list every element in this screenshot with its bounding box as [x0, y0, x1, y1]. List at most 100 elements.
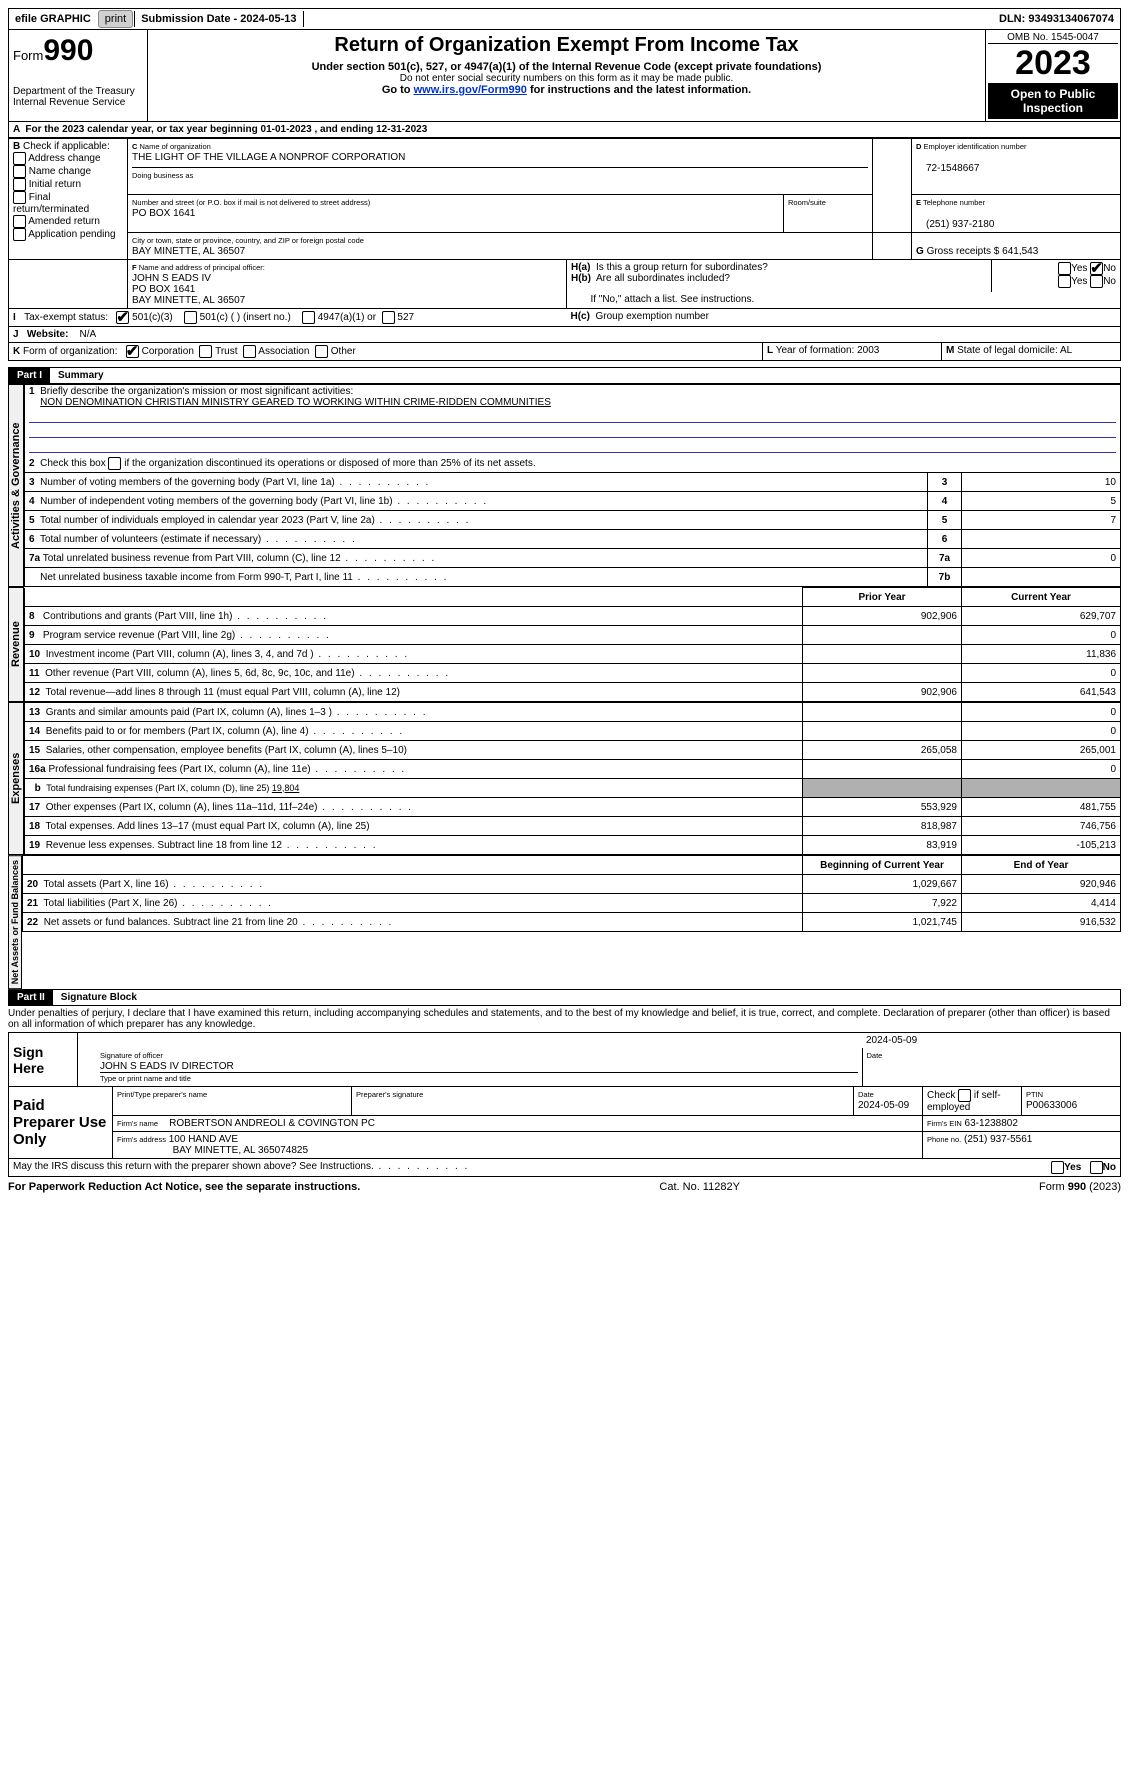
klm-row: K Form of organization: Corporation Trus… [8, 343, 1121, 361]
goto-pre: Go to [382, 84, 414, 96]
telephone: (251) 937-2180 [916, 219, 994, 230]
g-label: Gross receipts $ [927, 246, 1000, 257]
section-revenue: Revenue [8, 587, 24, 702]
top-bar: efile GRAPHIC print Submission Date - 20… [8, 8, 1121, 30]
ha-label: Is this a group return for subordinates? [596, 262, 768, 273]
officer-signature: JOHN S EADS IV DIRECTOR [100, 1061, 234, 1072]
chk-discuss-no[interactable] [1090, 1161, 1103, 1174]
chk-initial-return[interactable] [13, 178, 26, 191]
c-name-label: Name of organization [140, 142, 211, 151]
firm-name-label: Firm's name [117, 1119, 158, 1128]
submission-date: Submission Date - 2024-05-13 [141, 13, 296, 25]
efile-label: efile GRAPHIC [15, 13, 91, 25]
fh-block: F Name and address of principal officer:… [8, 260, 1121, 327]
open-inspection: Open to Public Inspection [988, 83, 1118, 119]
city-label: City or town, state or province, country… [132, 236, 364, 245]
sign-date-label: Date [867, 1051, 883, 1060]
addr-label: Number and street (or P.O. box if mail i… [132, 198, 370, 207]
print-button[interactable]: print [98, 10, 133, 28]
website: N/A [80, 329, 97, 340]
tax-year: 2023 [988, 44, 1118, 83]
line-a: A For the 2023 calendar year, or tax yea… [8, 122, 1121, 138]
goto-post: for instructions and the latest informat… [527, 84, 751, 96]
i-label: Tax-exempt status: [24, 312, 108, 323]
chk-address-change[interactable] [13, 152, 26, 165]
prep-sig-label: Preparer's signature [356, 1090, 423, 1099]
chk-ha-no[interactable] [1090, 262, 1103, 275]
entity-block: B Check if applicable: Address change Na… [8, 138, 1121, 260]
col-prior: Prior Year [858, 592, 905, 603]
dept-treasury: Department of the Treasury [13, 86, 143, 97]
part-ii-label: Part II [9, 990, 53, 1005]
irs-label: Internal Revenue Service [13, 97, 143, 108]
part-ii-header: Part II Signature Block [8, 989, 1121, 1006]
chk-amended[interactable] [13, 215, 26, 228]
mission-text: NON DENOMINATION CHRISTIAN MINISTRY GEAR… [40, 397, 551, 408]
part-i-label: Part I [9, 368, 50, 383]
firm-name: ROBERTSON ANDREOLI & COVINGTON PC [169, 1118, 375, 1129]
d-label: Employer identification number [924, 142, 1027, 151]
b-label: Check if applicable: [23, 141, 110, 152]
street-address: PO BOX 1641 [132, 208, 195, 219]
paid-preparer-block: Paid Preparer Use Only Print/Type prepar… [8, 1087, 1121, 1159]
form-label: Form [13, 48, 43, 63]
firm-ein: 63-1238802 [965, 1118, 1018, 1129]
chk-name-change[interactable] [13, 165, 26, 178]
shaded-cell [803, 779, 962, 798]
firm-ein-label: Firm's EIN [927, 1119, 962, 1128]
part-i-header: Part I Summary [8, 367, 1121, 384]
chk-527[interactable] [382, 311, 395, 324]
cat-no: Cat. No. 11282Y [659, 1181, 740, 1193]
chk-ha-yes[interactable] [1058, 262, 1071, 275]
chk-4947[interactable] [302, 311, 315, 324]
chk-final-return[interactable] [13, 191, 26, 204]
gross-receipts: 641,543 [1002, 246, 1038, 257]
firm-phone: (251) 937-5561 [964, 1134, 1032, 1145]
dln: DLN: 93493134067074 [999, 13, 1114, 25]
subtitle-1: Under section 501(c), 527, or 4947(a)(1)… [152, 61, 981, 73]
chk-discontinued[interactable] [108, 457, 121, 470]
col-end: End of Year [1014, 860, 1069, 871]
expenses-table: 13 Grants and similar amounts paid (Part… [24, 702, 1121, 855]
l1-label: Briefly describe the organization's miss… [40, 386, 353, 397]
page-footer: For Paperwork Reduction Act Notice, see … [8, 1181, 1121, 1193]
city-state-zip: BAY MINETTE, AL 36507 [132, 246, 245, 257]
governance-table: 1 Briefly describe the organization's mi… [24, 384, 1121, 587]
part-i-title: Summary [50, 368, 112, 383]
ptin-label: PTIN [1026, 1090, 1043, 1099]
chk-other[interactable] [315, 345, 328, 358]
sign-block: Sign Here 2024-05-09 Signature of office… [8, 1032, 1121, 1087]
chk-corp[interactable] [126, 345, 139, 358]
year-formation: 2003 [857, 345, 879, 356]
type-name-label: Type or print name and title [100, 1074, 191, 1083]
col-beginning: Beginning of Current Year [820, 860, 944, 871]
pra-notice: For Paperwork Reduction Act Notice, see … [8, 1181, 360, 1193]
irs-discuss-q: May the IRS discuss this return with the… [13, 1161, 1051, 1174]
chk-501c[interactable] [184, 311, 197, 324]
chk-self-employed[interactable] [958, 1089, 971, 1102]
firm-addr2: BAY MINETTE, AL 365074825 [173, 1145, 308, 1156]
ein: 72-1548667 [916, 163, 979, 174]
prep-date-label: Date [858, 1090, 874, 1099]
k-label: Form of organization: [23, 346, 118, 357]
chk-hb-no[interactable] [1090, 275, 1103, 288]
hc-label: Group exemption number [596, 311, 709, 322]
hb-note: If "No," attach a list. See instructions… [590, 294, 754, 305]
prep-name-label: Print/Type preparer's name [117, 1090, 207, 1099]
chk-discuss-yes[interactable] [1051, 1161, 1064, 1174]
chk-app-pending[interactable] [13, 228, 26, 241]
revenue-table: Prior YearCurrent Year 8 Contributions a… [24, 587, 1121, 702]
omb-no: OMB No. 1545-0047 [988, 32, 1118, 44]
chk-501c3[interactable] [116, 311, 129, 324]
firm-addr-label: Firm's address [117, 1135, 166, 1144]
chk-assoc[interactable] [243, 345, 256, 358]
firm-phone-label: Phone no. [927, 1135, 961, 1144]
state-domicile: AL [1060, 345, 1072, 356]
paid-preparer-label: Paid Preparer Use Only [9, 1087, 113, 1159]
chk-hb-yes[interactable] [1058, 275, 1071, 288]
chk-trust[interactable] [199, 345, 212, 358]
irs-link[interactable]: www.irs.gov/Form990 [414, 84, 527, 96]
perjury-declaration: Under penalties of perjury, I declare th… [8, 1006, 1121, 1032]
section-governance: Activities & Governance [8, 384, 24, 587]
org-name: THE LIGHT OF THE VILLAGE A NONPROF CORPO… [132, 152, 405, 163]
